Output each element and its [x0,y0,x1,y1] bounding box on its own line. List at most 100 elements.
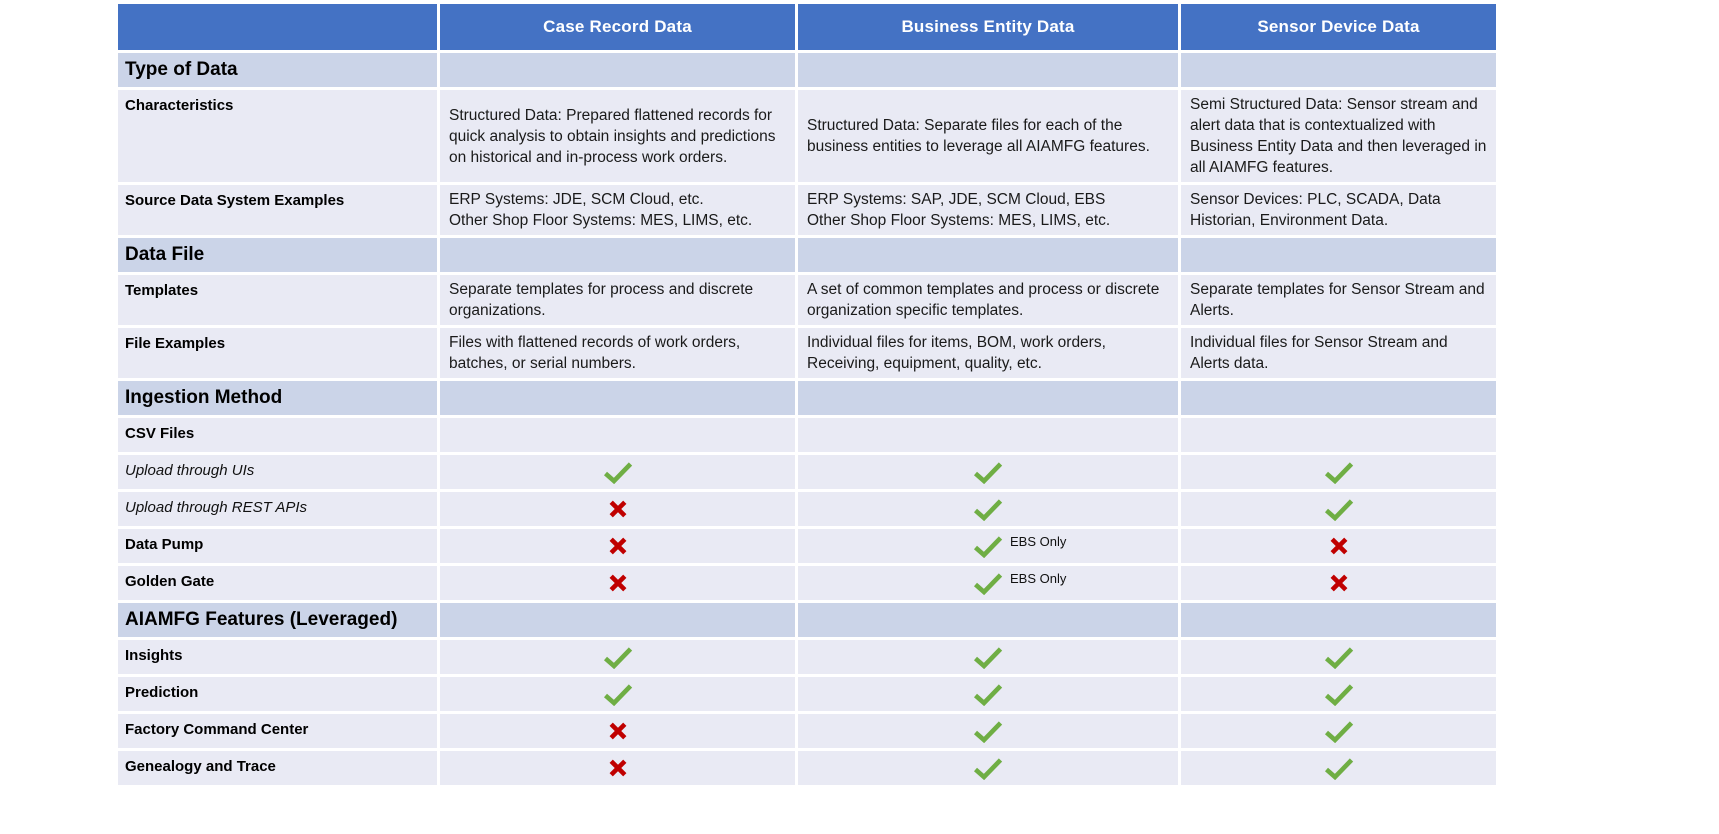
check-cell [1181,677,1496,711]
cross-icon [1330,537,1347,555]
cross-icon [1330,574,1347,592]
row-label: Prediction [118,677,437,711]
check-icon [1324,683,1353,706]
cell-text: ERP Systems: SAP, JDE, SCM Cloud, EBS Ot… [798,185,1178,235]
section-header: Ingestion Method [118,381,437,415]
row-label: CSV Files [118,418,437,452]
section-row-cell [1181,53,1496,87]
check-cell [1181,640,1496,674]
cross-cell [440,566,795,600]
section-row-cell [440,603,795,637]
section-header-label: Data File [125,244,205,265]
row-label: Genealogy and Trace [118,751,437,785]
ebs-only-note: EBS Only [1010,534,1067,549]
check-icon [973,535,1003,558]
cell-text: Files with flattened records of work ord… [440,328,795,378]
check-icon [1324,498,1353,521]
section-header-label: AIAMFG Features (Leveraged) [125,609,398,630]
check-cell [440,677,795,711]
section-row-cell [1181,603,1496,637]
column-header: Sensor Device Data [1181,4,1496,50]
cell-text: ERP Systems: JDE, SCM Cloud, etc. Other … [440,185,795,235]
check-cell [798,492,1178,526]
check-cell [1181,455,1496,489]
comparison-table: Case Record Data Business Entity Data Sens… [118,4,1496,785]
corner-header [118,4,437,50]
row-label: Golden Gate [118,566,437,600]
cell-text: A set of common templates and process or… [798,275,1178,325]
check-icon [1324,461,1353,484]
check-icon [973,683,1003,706]
section-row-cell [798,603,1178,637]
cross-cell [1181,566,1496,600]
section-header: Type of Data [118,53,437,87]
check-icon [603,646,632,669]
cross-icon [609,759,626,777]
check-cell [440,640,795,674]
cell-text: Structured Data: Prepared flattened reco… [440,90,795,182]
section-row-cell [440,53,795,87]
cross-icon [609,722,626,740]
column-header-label: Business Entity Data [901,17,1075,36]
cross-cell [440,492,795,526]
row-label: Upload through REST APIs [118,492,437,526]
check-cell [798,677,1178,711]
cell-text: Structured Data: Separate files for each… [798,90,1178,182]
check-cell: EBS Only [798,566,1178,600]
column-header-label: Case Record Data [543,17,692,36]
section-header: Data File [118,238,437,272]
section-row-cell [440,238,795,272]
check-icon [603,461,632,484]
column-header: Case Record Data [440,4,795,50]
cross-icon [609,574,626,592]
section-row-cell [798,238,1178,272]
cell-text: Separate templates for Sensor Stream and… [1181,275,1496,325]
check-icon [973,498,1003,521]
cell-text: Individual files for Sensor Stream and A… [1181,328,1496,378]
section-header-label: Type of Data [125,59,238,80]
empty-cell [798,418,1178,452]
check-cell [1181,714,1496,748]
section-row-cell [440,381,795,415]
check-cell [1181,751,1496,785]
check-cell [798,640,1178,674]
cell-text: Separate templates for process and discr… [440,275,795,325]
check-icon [973,757,1003,780]
ebs-only-note: EBS Only [1010,571,1067,586]
cell-text: Individual files for items, BOM, work or… [798,328,1178,378]
row-label: Source Data System Examples [118,185,437,235]
check-icon [1324,720,1353,743]
cross-cell [440,751,795,785]
section-row-cell [798,53,1178,87]
check-cell [798,714,1178,748]
check-cell [440,455,795,489]
section-row-cell [1181,381,1496,415]
check-cell: EBS Only [798,529,1178,563]
empty-cell [1181,418,1496,452]
row-label: Insights [118,640,437,674]
check-cell [798,455,1178,489]
check-cell [798,751,1178,785]
section-row-cell [798,381,1178,415]
check-icon [973,572,1003,595]
cross-cell [440,714,795,748]
section-header: AIAMFG Features (Leveraged) [118,603,437,637]
row-label: Characteristics [118,90,437,182]
check-icon [1324,757,1353,780]
section-row-cell [1181,238,1496,272]
check-icon [973,461,1003,484]
column-header-label: Sensor Device Data [1257,17,1420,36]
row-label: Data Pump [118,529,437,563]
cell-text: Semi Structured Data: Sensor stream and … [1181,90,1496,182]
row-label: Upload through UIs [118,455,437,489]
row-label: Templates [118,275,437,325]
column-header: Business Entity Data [798,4,1178,50]
check-cell [1181,492,1496,526]
check-icon [973,646,1003,669]
cell-text: Sensor Devices: PLC, SCADA, Data Histori… [1181,185,1496,235]
cross-cell [1181,529,1496,563]
cross-cell [440,529,795,563]
empty-cell [440,418,795,452]
check-icon [603,683,632,706]
